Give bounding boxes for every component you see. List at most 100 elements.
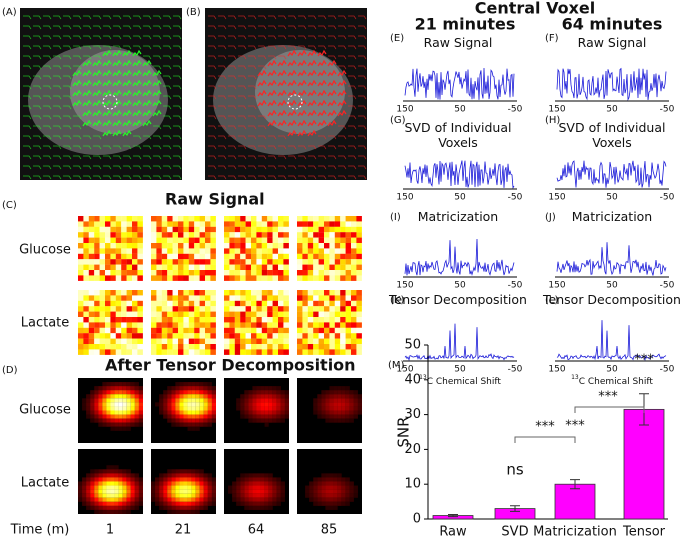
heatmap-cell xyxy=(94,338,100,345)
heatmap-cell xyxy=(94,226,100,233)
heatmap-cell xyxy=(224,253,230,260)
significance-bracket xyxy=(574,406,645,413)
heatmap-cell xyxy=(256,473,261,478)
heatmap-cell xyxy=(345,349,352,355)
heatmap-cell xyxy=(283,344,289,350)
heatmap-cell xyxy=(118,426,123,431)
voxel-spectrum xyxy=(23,95,32,100)
heatmap-cell xyxy=(167,275,173,281)
heatmap-cell xyxy=(94,349,100,355)
heatmap-cell xyxy=(297,295,303,301)
heatmap-cell xyxy=(195,489,200,494)
heatmap-cell xyxy=(163,398,168,403)
heatmap-cell xyxy=(251,226,257,233)
voxel-spectrum xyxy=(73,45,82,50)
annotation: ns xyxy=(506,461,524,479)
heatmap-cell xyxy=(102,497,107,502)
time-label: Time (m) xyxy=(10,523,70,538)
heatmap-cell xyxy=(137,295,143,301)
heatmap-cell xyxy=(195,394,200,399)
heatmap-cell xyxy=(188,243,195,249)
voxel-spectrum xyxy=(163,145,172,150)
heatmap-cell xyxy=(283,290,289,296)
heatmap-cell xyxy=(130,418,135,423)
heatmap-cell xyxy=(351,270,357,276)
heatmap-cell xyxy=(121,270,127,276)
heatmap-cell xyxy=(340,270,346,276)
heatmap-cell xyxy=(156,311,162,318)
heatmap-cell xyxy=(115,327,122,334)
heatmap-cell xyxy=(194,248,200,254)
heatmap-cell xyxy=(345,410,350,415)
voxel-spectrum xyxy=(93,135,102,140)
heatmap-cell xyxy=(194,317,200,323)
heatmap-cell xyxy=(329,290,335,296)
heatmap-cell xyxy=(115,338,122,345)
heatmap-cell xyxy=(106,465,111,470)
voxel-spectrum xyxy=(348,155,357,160)
heatmap-cell xyxy=(161,311,168,318)
heatmap-cell xyxy=(82,402,87,407)
heatmap-cell xyxy=(333,398,338,403)
heatmap-cell xyxy=(307,253,314,260)
heatmap-cell xyxy=(126,232,133,238)
heatmap-cell xyxy=(102,481,107,486)
heatmap-cell xyxy=(240,300,246,307)
heatmap-cell xyxy=(329,402,334,407)
heatmap-cell xyxy=(272,477,277,482)
heatmap-cell xyxy=(194,290,200,296)
heatmap-cell xyxy=(171,501,176,506)
heatmap-cell xyxy=(256,327,262,334)
spectrum-tick: 150 xyxy=(548,365,565,375)
heatmap-cell xyxy=(126,243,133,249)
heatmap-cell xyxy=(126,216,133,222)
heatmap-cell xyxy=(114,422,119,427)
heatmap-cell xyxy=(264,386,269,391)
heatmap-cell xyxy=(245,232,252,238)
heatmap-cell xyxy=(199,477,204,482)
heatmap-cell xyxy=(121,275,127,281)
heatmap-cell xyxy=(205,243,211,249)
heatmap-cell xyxy=(345,221,352,227)
heatmap-cell xyxy=(205,300,211,307)
heatmap-cell xyxy=(94,390,99,395)
heatmap-cell xyxy=(110,300,116,307)
heatmap-cell xyxy=(256,264,262,271)
spectrum-title: Raw Signal xyxy=(423,35,493,50)
heatmap-cell xyxy=(318,295,325,301)
voxel-spectrum xyxy=(133,45,142,50)
heatmap-cell xyxy=(240,221,246,227)
heatmap-cell xyxy=(264,485,269,490)
heatmap-cell xyxy=(121,295,127,301)
heatmap-cell xyxy=(283,232,289,238)
heatmap-cell xyxy=(122,398,127,403)
voxel-spectrum xyxy=(33,165,42,170)
heatmap-cell xyxy=(98,509,103,514)
heatmap-cell xyxy=(252,473,257,478)
voxel-spectrum xyxy=(308,35,317,40)
heatmap-cell xyxy=(156,221,162,227)
heatmap-cell xyxy=(260,481,265,486)
heatmap-cell xyxy=(205,290,211,296)
heatmap-cell xyxy=(151,295,157,301)
voxel-spectrum xyxy=(248,45,257,50)
voxel-spectrum xyxy=(308,165,317,170)
heatmap-cell xyxy=(205,311,211,318)
heatmap-cell xyxy=(199,349,206,355)
heatmap-cell xyxy=(251,317,257,323)
voxel-spectrum xyxy=(83,25,92,30)
heatmap-cell xyxy=(272,264,279,271)
voxel-spectrum xyxy=(152,69,162,77)
heatmap-cell xyxy=(341,414,346,419)
heatmap-cell xyxy=(78,311,84,318)
heatmap-cell xyxy=(251,349,257,355)
heatmap-cell xyxy=(115,259,122,265)
heatmap-cell xyxy=(178,295,184,301)
heatmap-cell xyxy=(151,232,157,238)
heatmap-cell xyxy=(83,300,89,307)
spectrum-trace xyxy=(404,160,515,190)
voxel-spectrum xyxy=(228,25,237,30)
voxel-spectrum xyxy=(102,109,112,117)
heatmap-cell xyxy=(167,469,172,474)
voxel-spectrum xyxy=(112,49,122,57)
